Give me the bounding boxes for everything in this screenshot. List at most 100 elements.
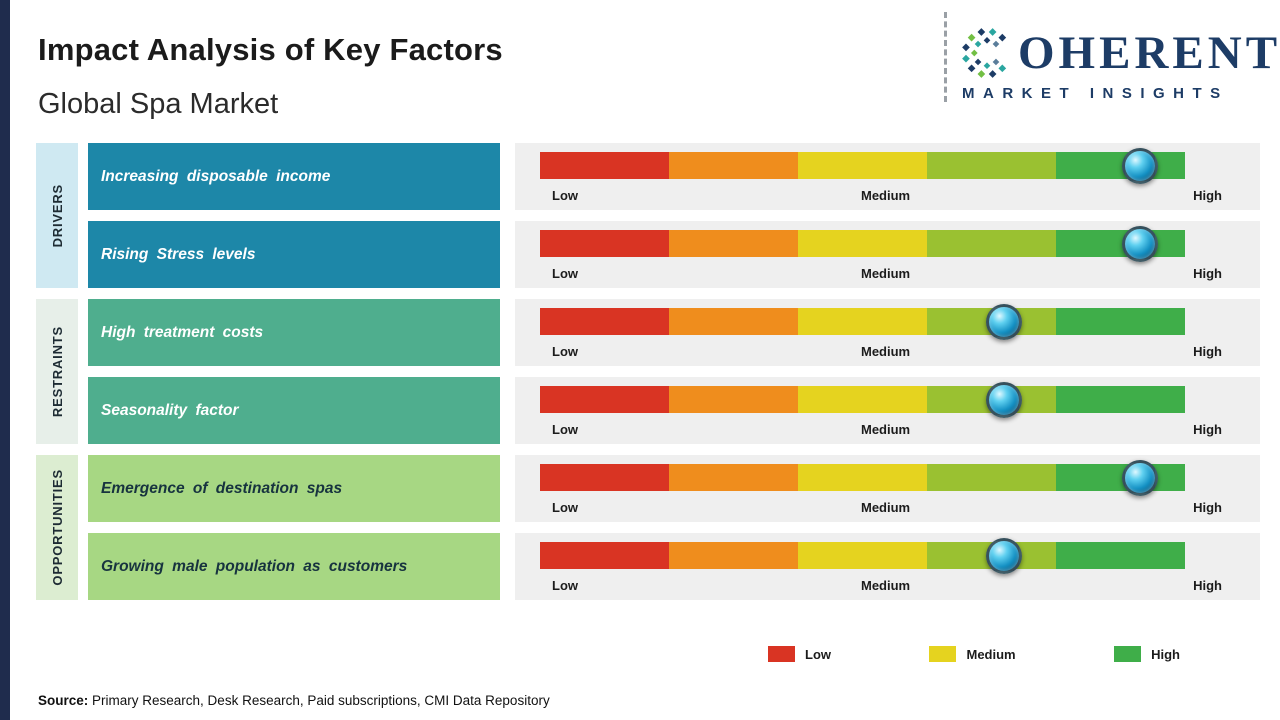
legend-label: Low xyxy=(805,646,831,662)
source-label: Source: xyxy=(38,693,89,708)
bar-segment-yellow xyxy=(798,386,927,413)
bar-segment-red xyxy=(540,308,669,335)
scale-low-label: Low xyxy=(552,344,578,359)
factor-label: Growing male population as customers xyxy=(101,557,408,575)
factor-row: Growing male population as customers xyxy=(88,533,1260,600)
impact-bar-panel: Low Medium High xyxy=(515,455,1260,522)
scale-high-label: High xyxy=(1193,578,1222,593)
impact-gradient-bar xyxy=(540,225,1185,262)
impact-bar-panel: Low Medium High xyxy=(515,377,1260,444)
scale-medium-label: Medium xyxy=(860,266,911,281)
group-tab-drivers: DRIVERS xyxy=(36,143,78,288)
factor-label: Rising Stress levels xyxy=(101,245,256,263)
scale-medium-label: Medium xyxy=(860,500,911,515)
coherent-c-icon xyxy=(962,28,1007,78)
impact-marker xyxy=(986,537,1023,574)
bar-segment-yellow xyxy=(798,308,927,335)
impact-gradient-bar xyxy=(540,459,1185,496)
logo-divider xyxy=(944,12,947,102)
scale-medium-label: Medium xyxy=(860,188,911,203)
bar-segment-yellow xyxy=(798,464,927,491)
group-drivers: DRIVERS Increasing disposable income xyxy=(36,143,1260,288)
group-opportunities: OPPORTUNITIES Emergence of destination s… xyxy=(36,455,1260,600)
factor-label-box: Emergence of destination spas xyxy=(88,455,500,522)
legend-item-medium: Medium xyxy=(929,646,1016,662)
bar-segment-red xyxy=(540,230,669,257)
bar-segment-green xyxy=(1056,386,1185,413)
factor-label-box: Growing male population as customers xyxy=(88,533,500,600)
source-note: Source: Primary Research, Desk Research,… xyxy=(38,693,550,708)
bar-segment-orange xyxy=(669,308,798,335)
bar-segment-red xyxy=(540,542,669,569)
factor-label-box: High treatment costs xyxy=(88,299,500,366)
bar-segment-yellow xyxy=(798,542,927,569)
group-restraints: RESTRAINTS High treatment costs xyxy=(36,299,1260,444)
bar-segment-green xyxy=(1056,152,1185,179)
bar-segment-green xyxy=(1056,230,1185,257)
legend-swatch-high xyxy=(1114,646,1142,662)
factor-label: Seasonality factor xyxy=(101,401,239,419)
scale-labels: Low Medium High xyxy=(552,422,1222,437)
factor-row: Increasing disposable income Low xyxy=(88,143,1260,210)
factor-label-box: Increasing disposable income xyxy=(88,143,500,210)
bar-segment-orange xyxy=(669,464,798,491)
group-tab-label: OPPORTUNITIES xyxy=(49,469,65,586)
impact-gradient-bar xyxy=(540,537,1185,574)
group-tab-restraints: RESTRAINTS xyxy=(36,299,78,444)
bar-segment-yellowgreen xyxy=(927,230,1056,257)
factor-label: Emergence of destination spas xyxy=(101,479,343,497)
impact-marker xyxy=(1121,459,1158,496)
impact-chart: DRIVERS Increasing disposable income xyxy=(36,143,1260,600)
impact-bar-panel: Low Medium High xyxy=(515,533,1260,600)
scale-low-label: Low xyxy=(552,422,578,437)
scale-labels: Low Medium High xyxy=(552,188,1222,203)
impact-marker xyxy=(986,303,1023,340)
scale-low-label: Low xyxy=(552,500,578,515)
impact-marker xyxy=(1121,225,1158,262)
bar-segment-green xyxy=(1056,308,1185,335)
legend-item-low: Low xyxy=(768,646,831,662)
scale-low-label: Low xyxy=(552,578,578,593)
page-subtitle: Global Spa Market xyxy=(38,88,279,120)
logo-brand-text: OHERENT xyxy=(1018,26,1280,79)
bar-segment-orange xyxy=(669,386,798,413)
factor-row: High treatment costs Low xyxy=(88,299,1260,366)
bar-segment-red xyxy=(540,386,669,413)
scale-high-label: High xyxy=(1193,500,1222,515)
factor-label-box: Seasonality factor xyxy=(88,377,500,444)
bar-segment-red xyxy=(540,464,669,491)
bar-segment-yellowgreen xyxy=(927,152,1056,179)
impact-marker xyxy=(986,381,1023,418)
scale-labels: Low Medium High xyxy=(552,344,1222,359)
scale-labels: Low Medium High xyxy=(552,266,1222,281)
legend-swatch-medium xyxy=(929,646,957,662)
factor-row: Emergence of destination spas Low xyxy=(88,455,1260,522)
company-logo: OHERENT MARKET INSIGHTS xyxy=(958,24,1277,102)
bar-segment-yellow xyxy=(798,230,927,257)
bar-segment-yellow xyxy=(798,152,927,179)
bar-segment-green xyxy=(1056,464,1185,491)
scale-medium-label: Medium xyxy=(860,578,911,593)
group-tab-label: RESTRAINTS xyxy=(49,325,65,418)
bar-segment-red xyxy=(540,152,669,179)
legend-label: High xyxy=(1151,646,1180,662)
impact-bar-panel: Low Medium High xyxy=(515,299,1260,366)
impact-marker xyxy=(1121,147,1158,184)
impact-bar-panel: Low Medium High xyxy=(515,143,1260,210)
scale-high-label: High xyxy=(1193,188,1222,203)
scale-low-label: Low xyxy=(552,188,578,203)
scale-low-label: Low xyxy=(552,266,578,281)
scale-high-label: High xyxy=(1193,266,1222,281)
legend-item-high: High xyxy=(1114,646,1180,662)
impact-bar-panel: Low Medium High xyxy=(515,221,1260,288)
left-accent-bar xyxy=(0,0,10,720)
source-text: Primary Research, Desk Research, Paid su… xyxy=(92,693,550,708)
group-tab-opportunities: OPPORTUNITIES xyxy=(36,455,78,600)
scale-medium-label: Medium xyxy=(860,422,911,437)
bar-segment-yellowgreen xyxy=(927,464,1056,491)
bar-segment-orange xyxy=(669,230,798,257)
page-title: Impact Analysis of Key Factors xyxy=(38,32,503,67)
scale-high-label: High xyxy=(1193,422,1222,437)
group-tab-label: DRIVERS xyxy=(49,183,65,248)
